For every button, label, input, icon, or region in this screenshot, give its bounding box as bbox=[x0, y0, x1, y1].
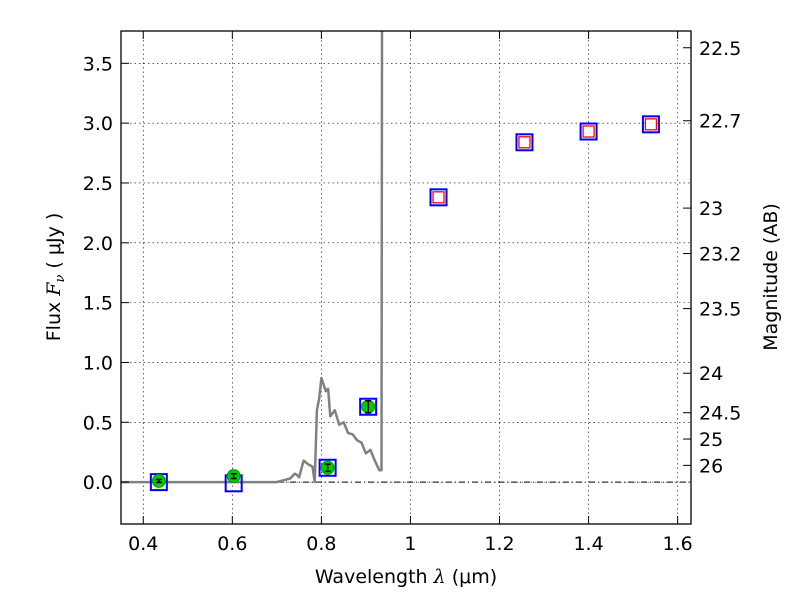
y2-axis-label: Magnitude (AB) bbox=[760, 203, 782, 351]
ticks: 0.4 0.6 0.8 1 1.2 1.4 1.6 0.0 0.5 1.0 1.5 2.0 2.5 3.0… bbox=[83, 31, 741, 555]
model-photometry-marker bbox=[579, 122, 598, 141]
model-photometry-marker bbox=[641, 115, 660, 134]
upper-limit-marker bbox=[518, 136, 531, 149]
y-axis-label: Flux Fν ( μJy ) bbox=[43, 213, 68, 342]
model-photometry-marker bbox=[318, 458, 337, 477]
y-tick-label: 0.0 bbox=[83, 472, 113, 494]
y-tick-label: 0.5 bbox=[83, 412, 113, 434]
model-photometry-marker bbox=[429, 188, 448, 207]
y-tick-label: 3.5 bbox=[83, 53, 113, 75]
x-tick-label: 1 bbox=[404, 533, 416, 555]
mag-tick-label: 24 bbox=[699, 363, 723, 385]
grid bbox=[121, 31, 691, 524]
y-tick-label: 1.0 bbox=[83, 352, 113, 374]
x-tick-label: 0.8 bbox=[306, 533, 336, 555]
x-tick-label: 1.6 bbox=[663, 533, 693, 555]
mag-tick-label: 22.5 bbox=[699, 38, 741, 60]
model-photometry-marker bbox=[515, 133, 534, 152]
x-tick-label: 1.4 bbox=[573, 533, 603, 555]
upper-limit-marker bbox=[582, 125, 595, 138]
y-tick-label: 2.5 bbox=[83, 173, 113, 195]
x-tick-label: 0.4 bbox=[128, 533, 158, 555]
x-tick-label: 1.2 bbox=[484, 533, 514, 555]
mag-tick-label: 25 bbox=[699, 429, 723, 451]
mag-tick-label: 22.7 bbox=[699, 111, 741, 133]
y-tick-label: 1.5 bbox=[83, 293, 113, 315]
plot-background bbox=[121, 31, 691, 524]
mag-tick-label: 23.5 bbox=[699, 299, 741, 321]
mag-tick-label: 23 bbox=[699, 198, 723, 220]
upper-limit-marker bbox=[644, 118, 658, 131]
upper-limit-marker bbox=[432, 191, 445, 204]
y-tick-label: 3.0 bbox=[83, 113, 113, 135]
x-axis-label: Wavelength λ (μm) bbox=[315, 566, 497, 588]
plot-frame bbox=[120, 30, 692, 525]
model-sed-line bbox=[121, 30, 384, 484]
series-layer bbox=[121, 30, 660, 493]
model-photometry-marker bbox=[359, 397, 378, 416]
mag-tick-label: 23.2 bbox=[699, 244, 741, 266]
x-tick-label: 0.6 bbox=[217, 533, 247, 555]
mag-tick-label: 26 bbox=[699, 455, 723, 477]
mag-tick-label: 24.5 bbox=[699, 403, 741, 425]
y-tick-label: 2.0 bbox=[83, 233, 113, 255]
